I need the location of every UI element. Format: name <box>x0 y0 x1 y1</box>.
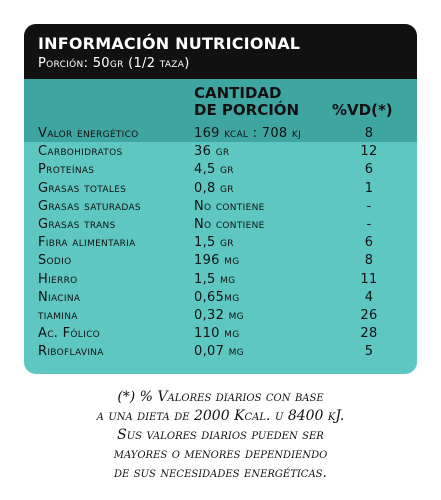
table-row: Riboflavina 0,07 mg 5 <box>24 343 417 361</box>
nutrient-quantity: 36 gr <box>194 144 230 160</box>
nutrient-daily-value: 6 <box>364 235 374 251</box>
nutrient-name: Carbohidratos <box>38 144 123 160</box>
table-row: Grasas totales 0,8 gr 1 <box>24 180 417 198</box>
nutrient-name: Ac. Fólico <box>38 326 101 342</box>
nutrition-facts-label: INFORMACIÓN NUTRICIONAL Porción: 50gr (1… <box>24 24 417 374</box>
nutrient-name: Niacina <box>38 289 81 305</box>
daily-value-footnote: (*) % Valores diarios con base a una die… <box>0 388 441 483</box>
nutrient-quantity: 4,5 gr <box>194 162 234 178</box>
nutrient-daily-value: 28 <box>360 326 378 342</box>
nutrient-quantity: 1,5 gr <box>194 235 234 251</box>
nutrient-daily-value: - <box>366 216 372 232</box>
nutrient-name: tiamina <box>38 307 78 323</box>
nutrient-daily-value: 4 <box>364 289 374 305</box>
nutrient-name: Grasas trans <box>38 216 116 232</box>
footnote-line: Sus valores diarios pueden ser <box>117 427 324 443</box>
nutrient-quantity: 169 kcal : 708 kj <box>194 126 302 141</box>
table-row: Sodio 196 mg 8 <box>24 252 417 270</box>
table-row: tiamina 0,32 mg 26 <box>24 307 417 325</box>
nutrient-table: Valor energético 169 kcal : 708 kj 8 Car… <box>24 125 417 361</box>
nutrient-daily-value: 8 <box>364 253 374 269</box>
table-row: Niacina 0,65mg 4 <box>24 289 417 307</box>
table-row: Proteínas 4,5 gr 6 <box>24 161 417 179</box>
table-row: Carbohidratos 36 gr 12 <box>24 143 417 161</box>
quantity-column-header: CANTIDAD DE PORCIÓN <box>194 85 299 119</box>
nutrient-daily-value: 26 <box>360 307 378 323</box>
nutrient-name: Hierro <box>38 271 78 287</box>
nutrient-daily-value: 12 <box>360 144 378 160</box>
nutrient-quantity: 196 mg <box>194 253 240 269</box>
nutrient-daily-value: 1 <box>364 180 374 196</box>
nutrient-daily-value: - <box>366 198 372 214</box>
table-row: Grasas saturadas No contiene - <box>24 198 417 216</box>
nutrient-name: Fibra alimentaria <box>38 235 136 251</box>
nutrient-name: Proteínas <box>38 162 95 178</box>
table-row: Grasas trans No contiene - <box>24 216 417 234</box>
footnote-line: mayores o menores dependiendo <box>113 446 328 462</box>
label-title: INFORMACIÓN NUTRICIONAL <box>38 34 301 53</box>
label-header: INFORMACIÓN NUTRICIONAL Porción: 50gr (1… <box>24 24 417 79</box>
nutrient-daily-value: 5 <box>364 344 374 360</box>
table-row: Hierro 1,5 mg 11 <box>24 271 417 289</box>
nutrient-name: Grasas saturadas <box>38 198 141 214</box>
footnote-line: de sus necesidades energéticas. <box>114 465 327 481</box>
table-row: Valor energético 169 kcal : 708 kj 8 <box>24 125 417 143</box>
nutrient-quantity: 1,5 mg <box>194 271 236 287</box>
table-row: Fibra alimentaria 1,5 gr 6 <box>24 234 417 252</box>
nutrient-quantity: 0,65mg <box>194 289 240 305</box>
nutrient-quantity: 110 µg <box>194 326 240 342</box>
nutrient-quantity: No contiene <box>194 216 265 232</box>
nutrient-daily-value: 11 <box>360 271 378 287</box>
nutrient-quantity: 0,07 mg <box>194 344 244 360</box>
portion-size: Porción: 50gr (1/2 taza) <box>38 56 190 71</box>
nutrient-name: Grasas totales <box>38 180 127 196</box>
nutrient-name: Valor energético <box>38 126 139 141</box>
footnote-line: a una dieta de 2000 Kcal. u 8400 kJ. <box>96 408 345 424</box>
quantity-header-line2: DE PORCIÓN <box>194 101 300 119</box>
nutrient-quantity: No contiene <box>194 198 265 214</box>
nutrient-daily-value: 6 <box>364 162 374 178</box>
table-row: Ac. Fólico 110 µg 28 <box>24 325 417 343</box>
nutrient-name: Sodio <box>38 253 72 269</box>
nutrient-quantity: 0,32 mg <box>194 307 244 323</box>
nutrient-name: Riboflavina <box>38 344 104 360</box>
footnote-line: (*) % Valores diarios con base <box>117 389 324 405</box>
column-header-band <box>24 79 417 142</box>
nutrient-quantity: 0,8 gr <box>194 180 234 196</box>
nutrient-daily-value: 8 <box>364 126 374 141</box>
daily-value-column-header: %VD(*) <box>332 101 393 119</box>
quantity-header-line1: CANTIDAD <box>194 84 282 102</box>
